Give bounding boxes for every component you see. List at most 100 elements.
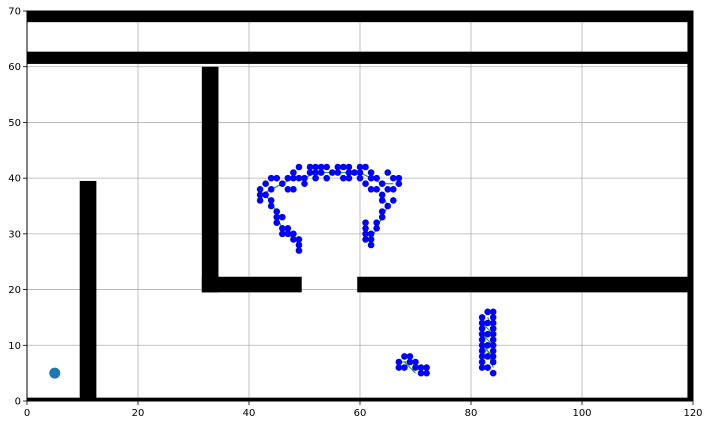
tree-node <box>290 185 297 193</box>
tree-node <box>273 213 281 221</box>
y-tick-label: 60 <box>8 62 21 73</box>
tree-node <box>356 163 364 171</box>
tree-node <box>406 358 414 366</box>
tree-node <box>256 191 264 199</box>
tree-node <box>256 197 264 204</box>
obstacle-wall <box>27 397 693 401</box>
tree-node <box>279 230 286 238</box>
tree-node <box>323 163 331 171</box>
tree-node <box>345 169 353 176</box>
tree-node <box>390 185 397 193</box>
tree-node <box>478 341 486 349</box>
start-marker-layer <box>49 367 61 379</box>
tree-node <box>378 208 386 215</box>
tree-node <box>351 169 358 176</box>
tree-node <box>295 163 303 171</box>
tree-node <box>340 163 347 171</box>
tree-node <box>484 308 491 316</box>
tree-node <box>279 180 286 188</box>
tree-node <box>301 180 308 188</box>
tree-node <box>367 230 375 238</box>
tree-node <box>362 224 369 232</box>
tree-node <box>478 330 486 338</box>
tree-node <box>345 174 353 182</box>
tree-node <box>478 364 486 371</box>
tree-node <box>367 169 375 176</box>
tree-node <box>484 341 491 349</box>
x-tick-label: 120 <box>683 408 702 419</box>
tree-node <box>478 336 486 344</box>
tree-edge <box>403 361 416 374</box>
tree-node <box>390 197 397 204</box>
tree-node <box>417 369 425 377</box>
x-tick-label: 60 <box>354 408 367 419</box>
tree-node <box>279 213 286 221</box>
tree-node <box>489 358 497 366</box>
tree-node <box>334 169 342 176</box>
obstacle-wall <box>27 51 693 64</box>
tree-node <box>367 185 375 193</box>
tree-node <box>378 191 386 199</box>
tree-node <box>362 219 369 227</box>
tree-node <box>267 197 275 204</box>
tree-node <box>267 202 275 210</box>
tree-node <box>423 369 430 377</box>
tree-node <box>317 169 325 176</box>
tree-node <box>279 224 286 232</box>
tree-node <box>378 213 386 221</box>
tree-edges <box>259 171 494 374</box>
tree-node <box>484 353 491 360</box>
tree-node <box>478 358 486 366</box>
tree-node <box>356 174 364 182</box>
tree-node <box>484 330 491 338</box>
tree-node <box>273 208 281 215</box>
x-tick-label: 0 <box>24 408 30 419</box>
tree-node <box>489 369 497 377</box>
tree-node <box>489 336 497 344</box>
tree-node <box>273 174 281 182</box>
tree-node <box>256 185 264 193</box>
tree-node <box>489 341 497 349</box>
tree-node <box>478 353 486 360</box>
obstacles <box>27 11 693 401</box>
tree-node <box>290 230 297 238</box>
tree-node <box>267 174 275 182</box>
tree-node <box>262 191 269 199</box>
tree-node <box>395 358 403 366</box>
obstacle-wall <box>687 11 693 401</box>
tree-node <box>284 174 292 182</box>
tree-node <box>489 308 497 316</box>
y-tick-label: 30 <box>8 229 21 240</box>
tree-node <box>478 325 486 332</box>
tree-node <box>267 185 275 193</box>
tree-node <box>478 347 486 355</box>
tree-node <box>284 185 292 193</box>
x-tick-label: 100 <box>572 408 591 419</box>
tree-node <box>395 364 403 371</box>
tree-node <box>417 364 425 371</box>
tree-node <box>290 169 297 176</box>
tree-node <box>395 174 403 182</box>
tree-node <box>273 219 281 227</box>
tree-node <box>317 163 325 171</box>
tree-node <box>401 364 408 371</box>
y-tick-label: 20 <box>8 285 21 296</box>
axis-ticks: 0 20 40 60 80 100 120 0 10 20 30 40 50 60 70 <box>8 7 702 420</box>
tree-node <box>362 236 369 243</box>
tree-node <box>362 163 369 171</box>
tree-node <box>262 180 269 188</box>
tree-node <box>373 174 380 182</box>
tree-node <box>401 353 408 360</box>
tree-nodes <box>256 163 497 377</box>
tree-node <box>312 169 319 176</box>
tree-node <box>412 358 419 366</box>
tree-node <box>295 174 303 182</box>
tree-node <box>290 174 297 182</box>
tree-node <box>423 364 430 371</box>
tree-node <box>295 241 303 249</box>
y-tick-label: 10 <box>8 341 21 352</box>
tree-node <box>412 364 419 371</box>
tree-node <box>295 236 303 243</box>
tree-node <box>301 174 308 182</box>
